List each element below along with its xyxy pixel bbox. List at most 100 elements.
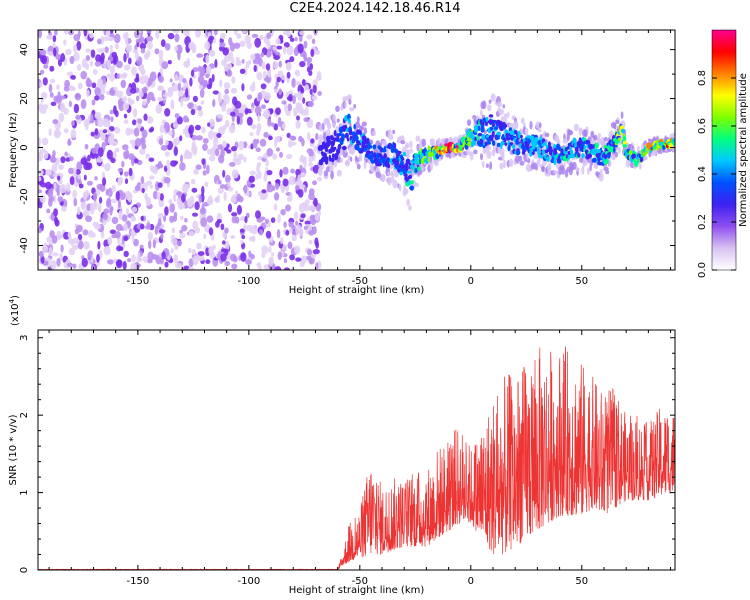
noise-cell <box>308 70 313 76</box>
signal-halo-cell <box>325 129 331 138</box>
noise-cell <box>140 215 144 221</box>
noise-cell <box>274 136 281 143</box>
signal-halo-cell <box>339 147 343 156</box>
noise-cell <box>172 138 178 148</box>
signal-core-cell <box>348 118 351 124</box>
noise-cell <box>179 135 183 142</box>
noise-cell <box>53 183 57 190</box>
signal-halo-cell <box>375 171 381 179</box>
signal-halo-cell <box>386 149 390 158</box>
noise-cell <box>164 151 170 157</box>
noise-cell <box>285 204 291 212</box>
noise-cell <box>127 97 132 103</box>
noise-cell <box>285 229 290 236</box>
noise-cell <box>61 206 67 212</box>
signal-halo-cell <box>605 169 610 175</box>
signal-core-cell <box>530 135 535 142</box>
noise-cell <box>72 263 77 269</box>
signal-core-cell <box>592 157 597 163</box>
noise-cell <box>39 69 45 75</box>
signal-halo-cell <box>576 167 580 172</box>
y-tick-label: 40 <box>19 43 30 56</box>
noise-cell <box>174 243 179 251</box>
noise-cell <box>304 186 307 193</box>
noise-cell <box>232 157 240 163</box>
noise-cell <box>39 108 47 114</box>
signal-core-cell <box>620 128 626 134</box>
noise-cell <box>53 47 57 57</box>
signal-halo-cell <box>388 133 394 141</box>
noise-cell <box>73 44 78 53</box>
noise-cell <box>190 69 195 78</box>
noise-cell <box>142 86 148 94</box>
noise-cell <box>297 224 301 231</box>
signal-core-cell <box>404 165 409 172</box>
noise-cell <box>295 168 301 177</box>
noise-cell <box>128 167 133 177</box>
noise-cell <box>283 258 288 264</box>
signal-halo-cell <box>347 94 352 101</box>
noise-cell <box>184 184 191 189</box>
noise-cell <box>159 124 164 134</box>
signal-halo-cell <box>583 129 588 138</box>
noise-cell <box>304 220 311 225</box>
noise-cell <box>317 91 323 96</box>
signal-halo-cell <box>541 165 546 173</box>
noise-cell <box>306 34 313 40</box>
noise-cell <box>295 185 300 191</box>
signal-core-cell <box>414 167 418 173</box>
signal-halo-cell <box>332 114 336 122</box>
noise-cell <box>289 141 297 146</box>
noise-cell <box>85 55 91 61</box>
noise-cell <box>295 120 301 129</box>
noise-cell <box>39 49 47 56</box>
noise-cell <box>251 124 257 130</box>
noise-cell <box>38 151 44 160</box>
noise-cell <box>294 37 298 42</box>
noise-cell <box>261 189 267 194</box>
noise-cell <box>174 46 178 52</box>
noise-cell <box>167 87 174 98</box>
noise-cell <box>156 191 161 201</box>
signal-core-cell <box>567 154 571 160</box>
noise-cell <box>187 267 195 270</box>
noise-cell <box>286 45 294 56</box>
noise-cell <box>265 230 272 239</box>
signal-halo-cell <box>327 122 332 130</box>
noise-cell <box>193 146 197 156</box>
noise-cell <box>289 254 295 261</box>
noise-cell <box>296 103 303 113</box>
noise-cell <box>272 153 278 160</box>
noise-cell <box>179 203 186 209</box>
noise-cell <box>149 126 155 132</box>
noise-cell <box>97 147 104 158</box>
noise-cell <box>266 40 271 50</box>
noise-cell <box>96 183 104 190</box>
noise-cell <box>77 174 82 180</box>
noise-cell <box>157 182 163 188</box>
noise-cell <box>294 211 299 221</box>
noise-cell <box>228 51 234 60</box>
noise-cell <box>114 110 119 118</box>
noise-cell <box>58 112 65 123</box>
noise-cell <box>192 95 198 103</box>
noise-cell <box>123 53 127 63</box>
signal-core-cell <box>491 140 496 147</box>
noise-cell <box>303 117 310 123</box>
signal-halo-cell <box>515 124 518 129</box>
noise-cell <box>287 103 293 112</box>
noise-cell <box>141 188 145 194</box>
signal-halo-cell <box>593 163 599 169</box>
noise-cell <box>264 77 270 82</box>
noise-cell <box>50 101 57 107</box>
noise-cell <box>238 140 244 151</box>
noise-cell <box>224 227 229 234</box>
noise-cell <box>38 137 41 147</box>
signal-halo-cell <box>354 121 361 129</box>
noise-cell <box>67 231 72 239</box>
noise-cell <box>90 131 95 137</box>
signal-core-cell <box>410 164 415 169</box>
noise-cell <box>231 215 238 224</box>
noise-cell <box>109 65 115 75</box>
noise-cell <box>146 30 152 34</box>
